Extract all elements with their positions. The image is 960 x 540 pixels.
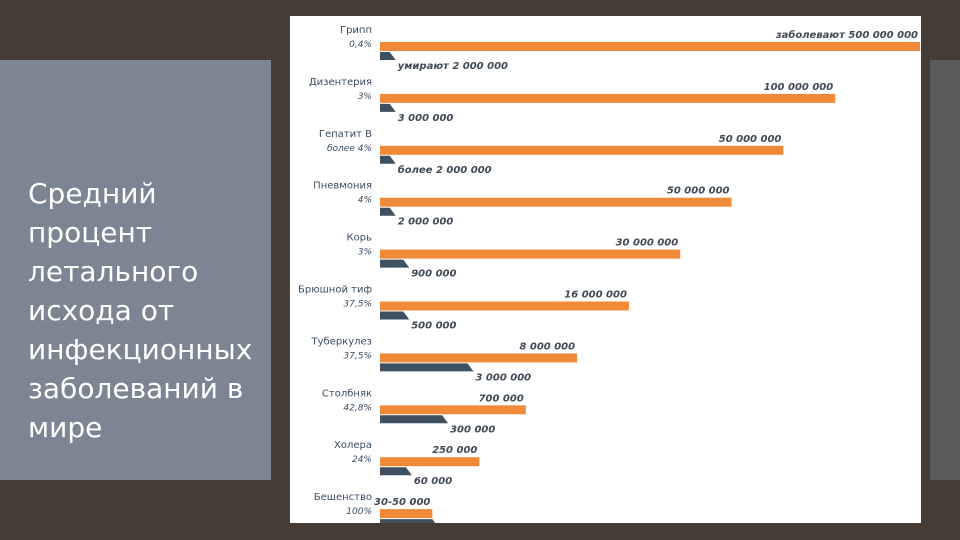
deaths-bar bbox=[380, 363, 474, 372]
lethality-rate-label: 37,5% bbox=[343, 351, 372, 361]
deaths-value-label: 300 000 bbox=[450, 424, 495, 435]
slide-title: Средний процент летального исхода от инф… bbox=[28, 177, 253, 444]
cases-value-label: 100 000 000 bbox=[764, 82, 834, 93]
chart-panel: Грипп 0,4% заболевают 500 000 000 умирают 2… bbox=[290, 16, 921, 523]
deaths-bar bbox=[380, 207, 396, 216]
deaths-bar bbox=[380, 155, 396, 164]
cases-bar bbox=[380, 42, 920, 51]
category-label: Гепатит B bbox=[319, 129, 372, 140]
lethality-rate-label: 3% bbox=[358, 92, 372, 102]
deaths-value-label: 60 000 bbox=[414, 476, 452, 487]
lethality-rate-label: 24% bbox=[352, 455, 372, 465]
deaths-value-label: 3 000 000 bbox=[475, 372, 531, 383]
cases-value-label: заболевают 500 000 000 bbox=[775, 29, 918, 41]
category-label: Пневмония bbox=[313, 181, 372, 192]
cases-bar bbox=[380, 301, 629, 311]
cases-bar bbox=[380, 197, 732, 207]
deaths-bar bbox=[380, 103, 396, 112]
cases-value-label: 8 000 000 bbox=[519, 341, 575, 352]
cases-bar bbox=[380, 405, 526, 415]
right-edge-panel bbox=[930, 60, 960, 480]
cases-bar bbox=[380, 93, 836, 103]
deaths-bar bbox=[380, 415, 449, 424]
cases-bar bbox=[380, 509, 433, 519]
cases-value-label: 30-50 000 bbox=[374, 497, 430, 508]
title-panel: Средний процент летального исхода от инф… bbox=[0, 60, 271, 480]
lethality-rate-label: 37,5% bbox=[343, 300, 372, 310]
cases-bar bbox=[380, 353, 578, 363]
deaths-value-label: 900 000 bbox=[411, 269, 456, 280]
deaths-value-label: умирают 2 000 000 bbox=[398, 61, 508, 72]
category-label: Столбняк bbox=[322, 388, 372, 399]
category-label: Туберкулез bbox=[310, 336, 372, 347]
deaths-value-label: 500 000 bbox=[411, 321, 456, 332]
cases-bar bbox=[380, 145, 784, 155]
lethality-rate-label: 0,4% bbox=[349, 40, 372, 50]
deaths-value-label: 3 000 000 bbox=[398, 113, 454, 124]
cases-value-label: 50 000 000 bbox=[667, 186, 730, 197]
deaths-bar bbox=[380, 519, 436, 523]
bar-chart: Грипп 0,4% заболевают 500 000 000 умирают 2… bbox=[298, 25, 920, 523]
deaths-bar bbox=[380, 52, 396, 60]
lethality-rate-label: 42,8% bbox=[343, 403, 372, 413]
cases-value-label: 700 000 bbox=[479, 393, 524, 404]
cases-value-label: 50 000 000 bbox=[719, 134, 782, 145]
lethality-rate-label: 100% bbox=[346, 507, 372, 517]
cases-value-label: 30 000 000 bbox=[616, 238, 679, 249]
cases-bar bbox=[380, 249, 681, 259]
cases-value-label: 16 000 000 bbox=[564, 290, 627, 301]
category-label: Грипп bbox=[340, 25, 372, 36]
category-label: Дизентерия bbox=[309, 77, 372, 88]
cases-value-label: 250 000 bbox=[432, 445, 477, 456]
category-label: Брюшной тиф bbox=[298, 285, 372, 296]
deaths-value-label: более 2 000 000 bbox=[398, 164, 492, 176]
deaths-bar bbox=[380, 259, 410, 268]
lethality-rate-label: более 4% bbox=[327, 144, 372, 154]
deaths-value-label: 2 000 000 bbox=[398, 217, 454, 228]
category-label: Бешенство bbox=[314, 492, 372, 503]
category-label: Холера bbox=[334, 440, 372, 451]
lethality-rate-label: 4% bbox=[358, 196, 372, 206]
deaths-bar bbox=[380, 467, 412, 476]
cases-bar bbox=[380, 457, 480, 467]
category-label: Корь bbox=[347, 233, 373, 244]
lethality-rate-label: 3% bbox=[358, 248, 372, 258]
deaths-bar bbox=[380, 311, 410, 320]
